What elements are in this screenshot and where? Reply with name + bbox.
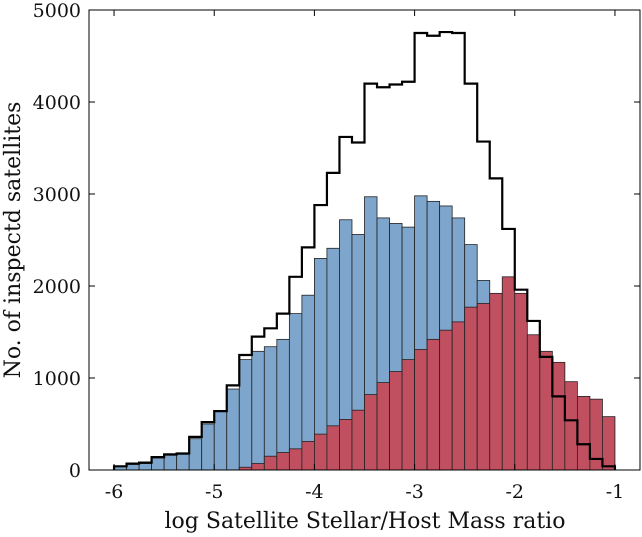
x-tick-label: -3 — [405, 481, 424, 503]
red-bar — [401, 359, 415, 471]
y-tick-label: 4000 — [33, 92, 81, 114]
red-bar — [276, 452, 290, 471]
y-tick-label: 5000 — [33, 0, 81, 22]
y-axis-ticks: 0 1000 2000 3000 4000 5000 — [33, 0, 640, 482]
red-bar — [464, 306, 478, 471]
blue-bar — [138, 463, 153, 471]
red-bar — [476, 303, 491, 471]
blue-bar — [213, 410, 228, 471]
x-tick-label: -2 — [506, 481, 525, 503]
red-bar — [251, 463, 265, 471]
blue-bar — [176, 453, 190, 471]
red-bar — [389, 371, 403, 471]
red-bar — [376, 382, 390, 471]
red-bar — [263, 455, 278, 471]
x-axis-title: log Satellite Stellar/Host Mass ratio — [165, 509, 566, 534]
x-tick-label: -1 — [606, 481, 625, 503]
red-bar — [514, 292, 528, 471]
y-tick-label: 2000 — [33, 276, 81, 298]
red-bar — [364, 394, 378, 471]
red-bar — [301, 441, 315, 471]
red-bar — [526, 334, 541, 471]
y-axis-title: No. of inspectd satellites — [1, 102, 26, 379]
red-bar — [451, 321, 466, 471]
x-tick-label: -6 — [105, 481, 124, 503]
blue-bar — [238, 359, 253, 471]
blue-bar — [276, 338, 290, 471]
red-bar — [339, 418, 353, 471]
red-bar — [501, 276, 516, 471]
x-tick-label: -4 — [305, 481, 324, 503]
blue-bar — [151, 457, 165, 471]
blue-bar — [201, 423, 215, 471]
series-red-bars — [238, 276, 616, 471]
series-total-outline — [112, 30, 617, 470]
red-bar — [414, 349, 428, 471]
blue-bar — [288, 313, 303, 471]
plot-frame — [88, 9, 641, 471]
red-bar — [351, 409, 365, 471]
red-bar — [426, 338, 441, 471]
red-bar — [439, 329, 453, 471]
red-bar — [314, 433, 328, 471]
red-bar — [576, 395, 591, 471]
red-bar — [564, 381, 578, 471]
x-tick-label: -5 — [205, 481, 224, 503]
x-axis-ticks: -6 -5 -4 -3 -2 -1 — [105, 10, 624, 503]
blue-bar — [163, 454, 178, 471]
red-bar — [602, 416, 616, 471]
blue-bar — [263, 346, 278, 471]
blue-bar — [251, 350, 265, 471]
red-bar — [288, 448, 303, 471]
y-tick-label: 1000 — [33, 368, 81, 390]
red-bar — [539, 350, 553, 471]
red-bar — [489, 292, 503, 471]
red-bar — [551, 361, 566, 471]
red-bar — [326, 425, 340, 471]
blue-bar — [226, 388, 240, 471]
blue-bar — [126, 464, 140, 471]
y-tick-label: 3000 — [33, 184, 81, 206]
blue-bar — [188, 438, 203, 471]
y-tick-label: 0 — [69, 460, 81, 482]
